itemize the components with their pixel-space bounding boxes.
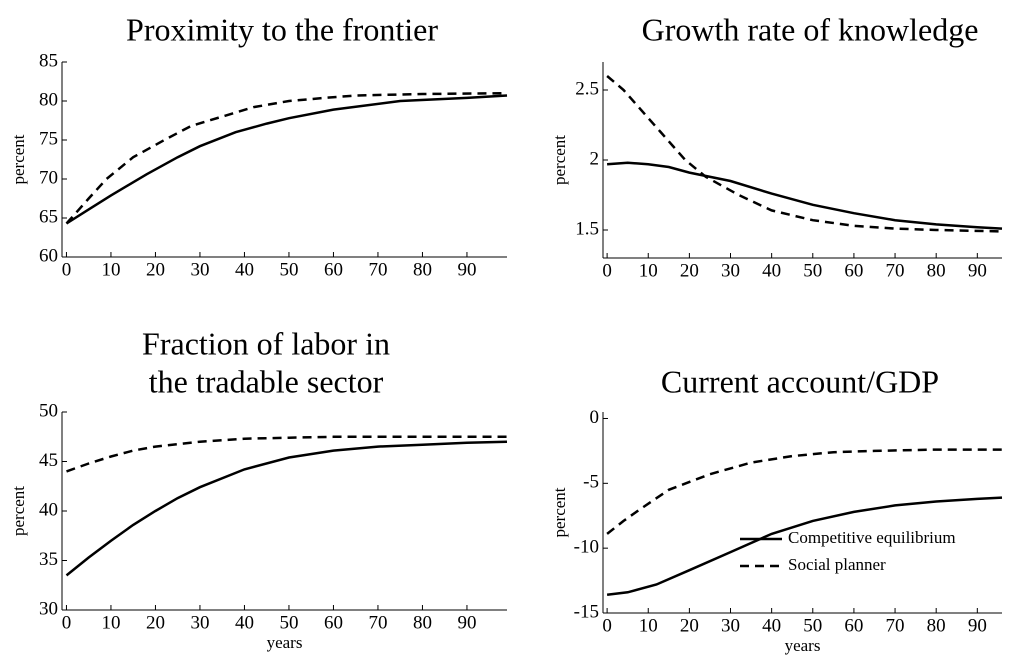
x-tick-label: 80	[927, 615, 946, 636]
chart-title: Fraction of labor in	[142, 325, 390, 361]
legend-label: Competitive equilibrium	[788, 528, 956, 547]
x-tick-label: 70	[368, 259, 387, 280]
x-tick-label: 0	[602, 615, 612, 636]
x-tick-label: 60	[844, 615, 863, 636]
x-tick-label: 90	[968, 260, 987, 281]
y-tick-label: 65	[39, 206, 58, 227]
y-tick-label: 2	[590, 148, 600, 169]
x-tick-label: 20	[680, 260, 699, 281]
x-tick-label: 70	[886, 260, 905, 281]
y-axis-label: percent	[9, 486, 28, 536]
x-tick-label: 10	[639, 260, 658, 281]
x-tick-label: 70	[886, 615, 905, 636]
chart-title: the tradable sector	[149, 363, 384, 399]
x-tick-label: 40	[235, 612, 254, 633]
y-tick-label: 35	[39, 549, 58, 570]
x-tick-label: 50	[279, 259, 298, 280]
series-line	[66, 435, 507, 473]
x-tick-label: 0	[62, 612, 72, 633]
y-tick-label: 80	[39, 89, 58, 110]
x-tick-label: 80	[413, 612, 432, 633]
chart-title: Current account/GDP	[661, 363, 939, 399]
y-tick-label: -5	[583, 472, 599, 493]
x-tick-label: 0	[62, 259, 72, 280]
x-tick-label: 30	[190, 259, 209, 280]
x-tick-label: 10	[101, 259, 120, 280]
y-tick-label: 70	[39, 167, 58, 188]
y-tick-label: -15	[574, 601, 599, 622]
x-tick-label: 30	[190, 612, 209, 633]
x-tick-label: 60	[844, 260, 863, 281]
series-line	[606, 448, 1002, 535]
x-tick-label: 10	[639, 615, 658, 636]
y-tick-label: 45	[39, 450, 58, 471]
y-tick-label: -10	[574, 537, 599, 558]
series-line	[606, 75, 1003, 233]
x-tick-label: 70	[368, 612, 387, 633]
x-tick-label: 90	[457, 612, 476, 633]
x-tick-label: 0	[602, 260, 612, 281]
series-line	[65, 91, 508, 225]
x-tick-label: 10	[101, 612, 120, 633]
x-tick-label: 50	[803, 260, 822, 281]
chart-title: Proximity to the frontier	[126, 11, 438, 47]
x-tick-label: 30	[721, 260, 740, 281]
y-tick-label: 40	[39, 499, 58, 520]
y-tick-label: 60	[39, 245, 58, 266]
x-tick-label: 90	[457, 259, 476, 280]
x-tick-label: 40	[235, 259, 254, 280]
x-tick-label: 20	[680, 615, 699, 636]
y-axis-label: percent	[550, 487, 569, 537]
y-axis-label: percent	[550, 135, 569, 185]
x-tick-label: 30	[721, 615, 740, 636]
series-line	[65, 440, 508, 577]
x-tick-label: 20	[146, 612, 165, 633]
x-tick-label: 40	[762, 260, 781, 281]
legend-label: Social planner	[788, 555, 886, 574]
y-tick-label: 30	[39, 598, 58, 619]
y-tick-label: 1.5	[575, 218, 599, 239]
chart-title: Growth rate of knowledge	[642, 11, 979, 47]
y-tick-label: 50	[39, 400, 58, 421]
series-line	[65, 94, 508, 225]
x-tick-label: 90	[968, 615, 987, 636]
y-tick-label: 85	[39, 50, 58, 71]
x-tick-label: 60	[324, 612, 343, 633]
x-tick-label: 20	[146, 259, 165, 280]
y-tick-label: 2.5	[575, 78, 599, 99]
x-axis-label: years	[785, 636, 821, 655]
y-tick-label: 0	[590, 407, 600, 428]
x-axis-label: years	[267, 633, 303, 652]
x-tick-label: 80	[413, 259, 432, 280]
x-tick-label: 60	[324, 259, 343, 280]
y-tick-label: 75	[39, 128, 58, 149]
x-tick-label: 40	[762, 615, 781, 636]
series-line	[607, 161, 1003, 230]
x-tick-label: 50	[803, 615, 822, 636]
x-tick-label: 50	[279, 612, 298, 633]
x-tick-label: 80	[927, 260, 946, 281]
series-line	[606, 496, 1003, 597]
y-axis-label: percent	[9, 134, 28, 184]
